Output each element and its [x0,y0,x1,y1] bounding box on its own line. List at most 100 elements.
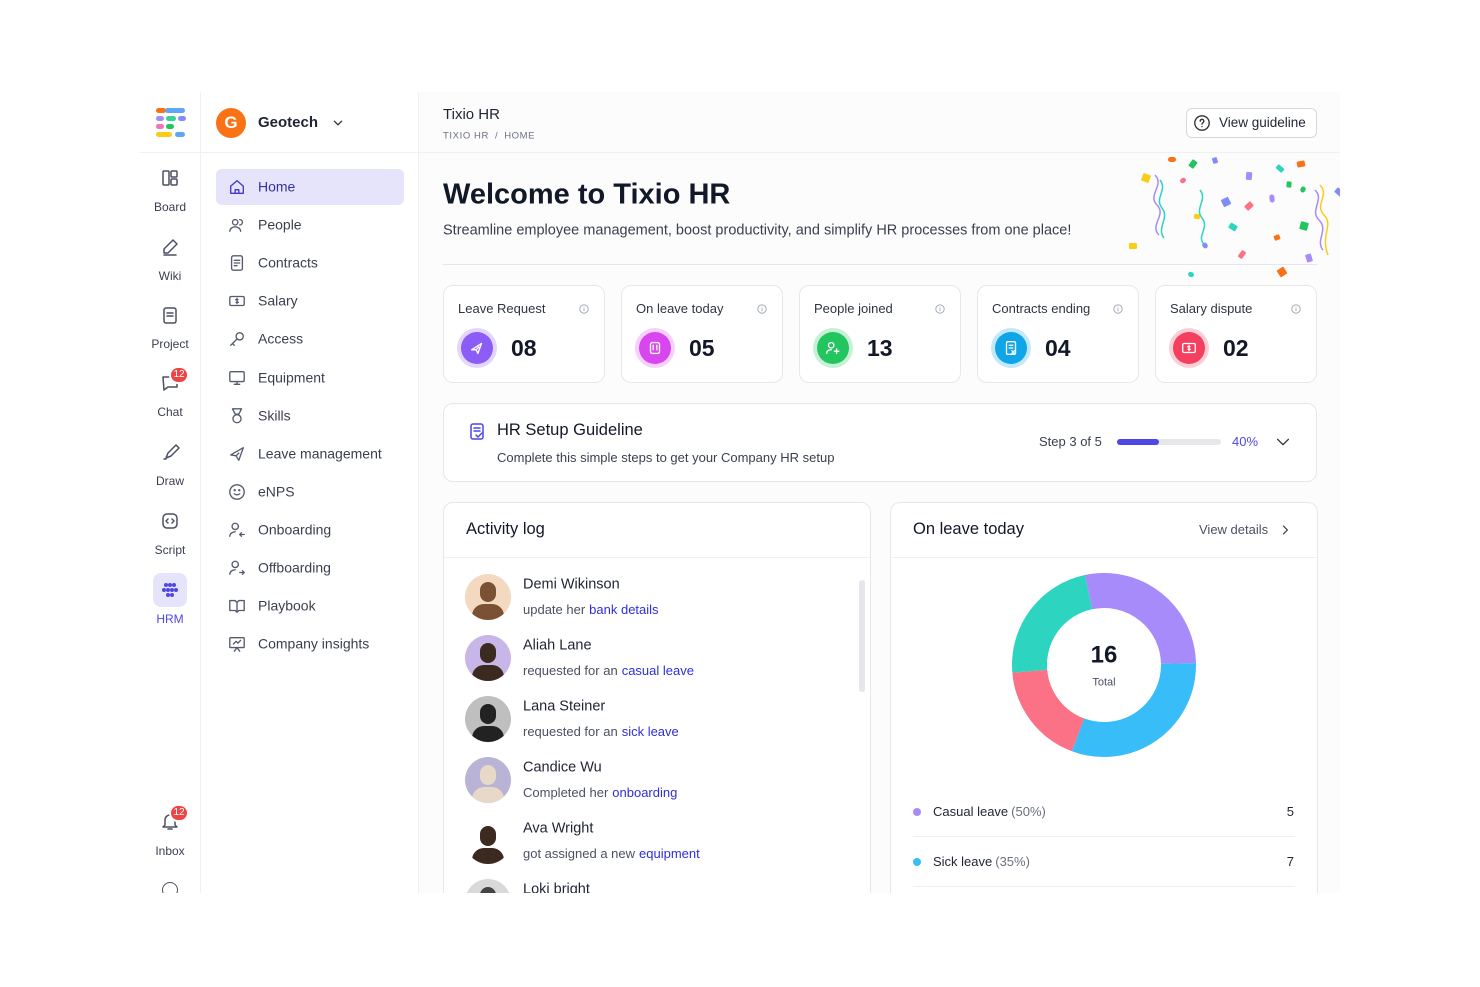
button[interactable] [1186,108,1317,138]
nav-icon [229,600,245,614]
card-title: Activity log [466,520,545,539]
stat-value: 04 [1045,335,1071,362]
nav-item[interactable]: Equipment [258,369,325,386]
nav-item[interactable]: Onboarding [258,521,332,538]
activity-link[interactable]: onboarding [612,785,678,801]
activity-link[interactable]: equipment [639,846,700,862]
nav-icon [229,370,245,385]
nav-icon [229,483,245,500]
logo-bar [165,108,185,113]
info-icon [1291,304,1301,314]
avatar [465,879,511,893]
avatar-body [472,604,504,620]
avatar [465,635,511,681]
logo-bar [175,132,185,137]
avatar-head [480,582,496,602]
avatar-body [472,787,504,803]
donut-total: 16 [1090,641,1118,669]
activity-name[interactable]: Candice Wu [523,759,602,776]
divider [913,885,1295,887]
nav-item[interactable]: Company insights [258,635,370,652]
donut-segment [1012,575,1093,673]
welcome-title: Welcome to Tixio HR [443,178,731,211]
info-icon [1113,304,1123,314]
rail-label[interactable]: HRM [156,611,184,626]
workspace-name[interactable]: Geotech [258,114,319,131]
view-details[interactable]: View details [1199,522,1269,538]
activity-text: Completed her [523,785,609,801]
divider [140,152,200,153]
activity-name[interactable]: Loki bright [523,881,590,893]
activity-name[interactable]: Lana Steiner [523,698,606,715]
rail-label[interactable]: Wiki [158,268,182,283]
rail-label[interactable]: Script [154,542,186,557]
nav-item[interactable]: Leave management [258,445,382,462]
nav-active [216,169,404,205]
nav-item[interactable]: Skills [258,407,291,424]
rail-label[interactable]: Chat [157,404,183,419]
nav-item[interactable]: Access [258,330,304,347]
activity-name[interactable]: Ava Wright [523,820,594,837]
rail-icon [163,239,178,256]
nav-item[interactable]: eNPS [258,483,295,500]
nav-icon [230,255,244,272]
confetti-streamers [1153,174,1329,256]
chevron [1282,525,1288,535]
activity-card [443,502,871,893]
donut-chart [1012,573,1196,757]
avatar-body [472,665,504,681]
step-label: Step 3 of 5 [1039,434,1102,450]
nav-icon [229,637,245,653]
nav-item[interactable]: Home [258,178,296,195]
activity-name[interactable]: Aliah Lane [523,637,592,654]
activity-link[interactable]: bank details [589,602,659,618]
badge: 12 [169,366,189,384]
scrollbar [859,580,865,692]
rail-label[interactable]: Draw [155,473,185,488]
logo-bar [156,124,164,129]
rail-label[interactable]: Project [151,336,189,351]
guideline-title: HR Setup Guideline [497,421,643,440]
dropdown [333,120,343,126]
progress-label: 40% [1232,434,1259,450]
logo-bar [156,108,166,113]
rail-label[interactable]: Inbox [155,843,185,858]
guideline-subtitle: Complete this simple steps to get your C… [497,450,835,466]
stat-icon-bg [639,332,671,364]
nav-item[interactable]: Contracts [258,254,318,271]
avatar-head [480,826,496,846]
rail-icon [162,513,178,529]
divider [891,557,1317,558]
avatar-body [472,848,504,864]
nav-item[interactable]: People [258,216,302,233]
breadcrumb[interactable]: TIXIO HR [443,130,489,142]
rail-icon [163,307,177,324]
help-icon [1194,115,1210,131]
rail-label[interactable]: Board [153,199,187,214]
info-icon [935,304,945,314]
legend-name: Sick leave [933,853,993,869]
nav-item[interactable]: Offboarding [258,559,331,576]
avatar-head [480,643,496,663]
expand [1276,438,1290,446]
logo-bar [166,116,176,121]
guideline-icon [470,423,484,440]
confetti [1168,157,1176,162]
legend-value: 7 [1286,853,1294,869]
rail-dot [174,588,178,592]
activity-link[interactable]: casual leave [621,663,694,679]
workspace-avatar: G [216,108,246,138]
legend-share: (35%) [995,853,1030,869]
nav-item[interactable]: Salary [258,292,298,309]
nav-icon [229,296,245,307]
donut-total-label: Total [1092,676,1116,689]
activity-name[interactable]: Demi Wikinson [523,576,620,593]
button-label[interactable]: View guideline [1219,114,1306,130]
stat-card [443,285,605,383]
activity-link[interactable]: sick leave [621,724,679,740]
avatar-body [472,726,504,742]
legend-name: Casual leave [933,804,1009,820]
rail-icon [163,444,180,460]
nav-item[interactable]: Playbook [258,597,316,614]
breadcrumb[interactable]: HOME [504,130,536,142]
